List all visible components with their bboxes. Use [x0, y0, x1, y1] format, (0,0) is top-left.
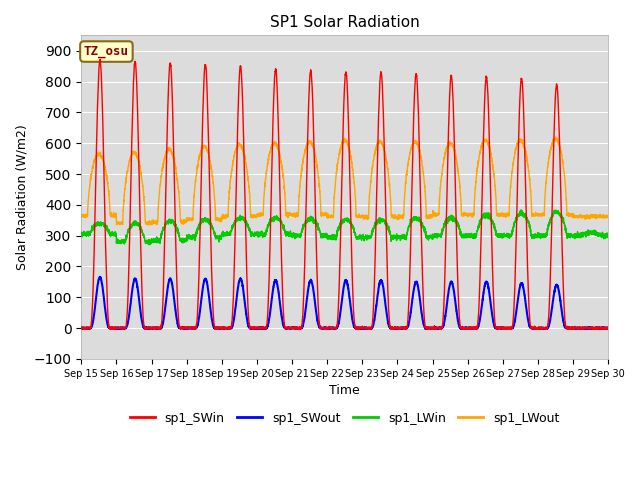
- sp1_LWout: [172, 167, 180, 172]
- sp1_LWin: [493, 231, 500, 237]
- sp1_SWout: [529, 326, 537, 332]
- sp1_SWin: [325, 326, 333, 332]
- sp1_LWin: [77, 229, 85, 235]
- sp1_SWin: [434, 325, 442, 331]
- sp1_LWin: [145, 242, 153, 248]
- sp1_SWin: [96, 57, 104, 63]
- sp1_LWin: [517, 207, 525, 213]
- sp1_SWin: [172, 257, 180, 263]
- sp1_SWin: [77, 325, 85, 331]
- Title: SP1 Solar Radiation: SP1 Solar Radiation: [270, 15, 420, 30]
- sp1_SWin: [79, 326, 86, 332]
- sp1_SWout: [604, 325, 612, 331]
- sp1_SWout: [172, 312, 180, 318]
- Line: sp1_LWout: sp1_LWout: [81, 137, 608, 225]
- sp1_LWout: [604, 214, 612, 220]
- sp1_LWout: [604, 215, 611, 220]
- sp1_LWout: [325, 213, 333, 218]
- sp1_SWout: [325, 324, 333, 330]
- sp1_SWout: [96, 274, 104, 280]
- Line: sp1_LWin: sp1_LWin: [81, 210, 608, 245]
- sp1_LWin: [434, 232, 442, 238]
- sp1_SWout: [77, 325, 85, 331]
- sp1_LWout: [463, 213, 470, 218]
- sp1_SWin: [604, 325, 612, 331]
- Line: sp1_SWin: sp1_SWin: [81, 60, 608, 329]
- sp1_LWout: [552, 134, 559, 140]
- sp1_LWout: [77, 212, 85, 217]
- sp1_LWin: [604, 234, 612, 240]
- sp1_SWout: [434, 325, 442, 331]
- sp1_LWin: [604, 234, 611, 240]
- sp1_LWin: [172, 223, 180, 229]
- sp1_LWout: [493, 209, 500, 215]
- Text: TZ_osu: TZ_osu: [84, 45, 129, 58]
- Y-axis label: Solar Radiation (W/m2): Solar Radiation (W/m2): [15, 124, 28, 270]
- sp1_LWout: [434, 213, 442, 218]
- sp1_SWin: [463, 325, 470, 331]
- Line: sp1_SWout: sp1_SWout: [81, 277, 608, 329]
- sp1_SWout: [463, 325, 470, 331]
- sp1_LWin: [463, 235, 470, 240]
- sp1_SWout: [604, 325, 611, 331]
- sp1_SWin: [493, 326, 500, 332]
- sp1_LWin: [325, 233, 333, 239]
- sp1_SWin: [604, 324, 611, 330]
- sp1_SWout: [493, 324, 500, 330]
- sp1_LWout: [145, 222, 152, 228]
- Legend: sp1_SWin, sp1_SWout, sp1_LWin, sp1_LWout: sp1_SWin, sp1_SWout, sp1_LWin, sp1_LWout: [125, 407, 565, 430]
- X-axis label: Time: Time: [330, 384, 360, 397]
